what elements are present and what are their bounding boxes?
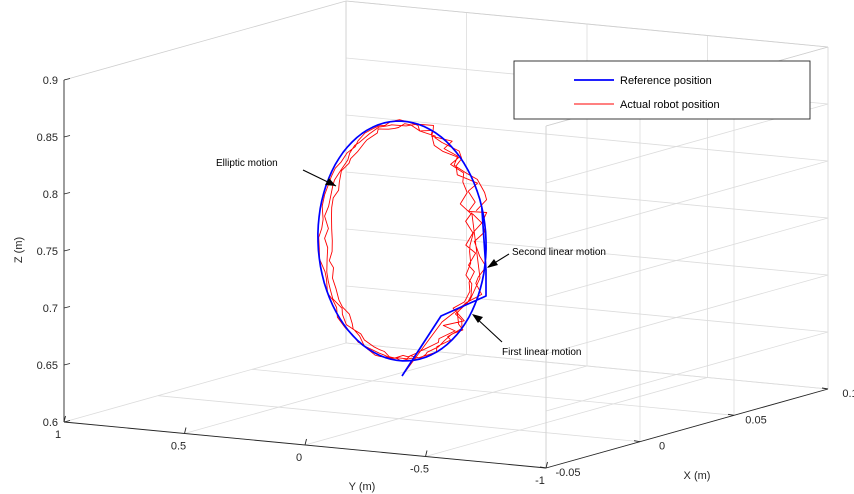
x-tick-label: -0.05	[555, 467, 580, 479]
z-tick-label: 0.75	[37, 246, 58, 258]
axes	[63, 78, 829, 469]
x-tick-label: 0.05	[745, 414, 766, 426]
z-axis-label: Z (m)	[13, 237, 25, 263]
annotation-second-linear-motion: Second linear motion	[487, 247, 606, 268]
legend-box	[513, 60, 811, 120]
grid-line	[545, 331, 829, 412]
box-edge	[345, 0, 829, 48]
annotation-first-linear-motion: First linear motion	[472, 314, 581, 358]
grid-line	[345, 342, 829, 390]
grid-line	[545, 160, 829, 241]
annotation-arrowhead	[325, 178, 336, 186]
x-tick-label: 0.1	[842, 388, 854, 400]
annotation-arrowhead	[487, 259, 498, 268]
z-tick-mark	[63, 306, 71, 309]
z-tick-label: 0.7	[43, 303, 58, 315]
z-tick-mark	[63, 135, 71, 138]
x-ticks: -0.05 0 0.05 0.1	[555, 388, 854, 479]
y-tick-mark	[63, 415, 66, 423]
z-tick-mark	[63, 420, 71, 423]
grid-line	[184, 354, 467, 434]
annotation-label: First linear motion	[502, 347, 581, 358]
y-tick-mark	[304, 438, 307, 446]
legend-label-actual-robot-position: Actual robot position	[620, 99, 720, 111]
y-tick-mark	[545, 461, 548, 469]
z-tick-mark	[63, 249, 71, 252]
x-tick-mark	[633, 440, 641, 443]
annotation-arrowhead	[472, 314, 483, 323]
x-tick-mark	[727, 413, 735, 416]
y-tick-mark	[184, 427, 187, 434]
annotation-label: Elliptic motion	[216, 158, 278, 169]
grid-line	[304, 365, 588, 446]
x-tick-mark	[539, 466, 547, 469]
z-tick-label: 0.65	[37, 360, 58, 372]
grid-line	[425, 377, 708, 457]
x-axis-line	[545, 388, 829, 469]
y-ticks: 1 0.5 0 -0.5 -1	[55, 429, 545, 487]
grid-line	[63, 342, 347, 423]
series-line-reference-position	[317, 120, 487, 377]
z-tick-label: 0.8	[43, 189, 58, 201]
y-axis-label: Y (m)	[349, 481, 376, 493]
y-tick-label: 0.5	[171, 441, 186, 453]
grid-line	[251, 368, 735, 416]
y-tick-label: 0	[296, 452, 302, 464]
x-axis-label: X (m)	[684, 470, 711, 482]
y-tick-label: 1	[55, 429, 61, 441]
series-line-actual-robot-position	[318, 119, 488, 373]
z-tick-mark	[63, 363, 71, 366]
y-tick-label: -0.5	[410, 464, 429, 476]
legend: Reference position Actual robot position	[513, 60, 811, 120]
z-tick-label: 0.9	[43, 75, 58, 87]
annotation-elliptic-motion: Elliptic motion	[216, 158, 337, 187]
z-tick-label: 0.6	[43, 417, 58, 429]
grid-line	[157, 395, 641, 443]
x-tick-label: 0	[659, 441, 665, 453]
grid-line	[545, 274, 829, 355]
y-tick-mark	[425, 450, 428, 457]
grid-line	[545, 217, 829, 298]
box-edge	[63, 0, 347, 81]
z-tick-label: 0.85	[37, 132, 58, 144]
y-tick-label: -1	[535, 475, 545, 487]
legend-label-reference-position: Reference position	[620, 75, 712, 87]
x-tick-mark	[821, 387, 829, 390]
z-tick-mark	[63, 192, 71, 195]
z-tick-mark	[63, 78, 71, 81]
z-ticks: 0.6 0.65 0.7 0.75 0.8 0.85 0.9	[37, 75, 58, 429]
annotation-label: Second linear motion	[512, 247, 606, 258]
